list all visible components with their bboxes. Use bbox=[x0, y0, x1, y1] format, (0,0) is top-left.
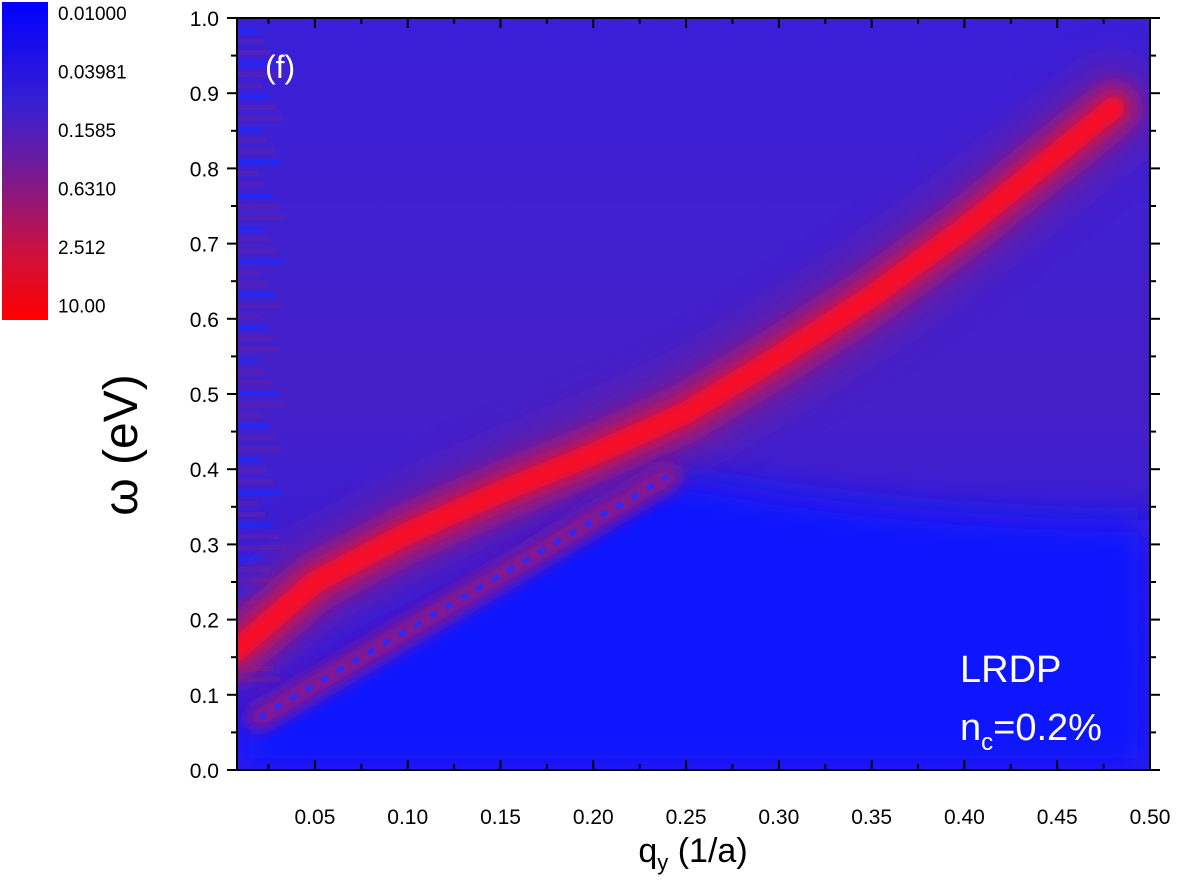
colorbar-label: 2.512 bbox=[58, 238, 106, 259]
x-axis: 0.05 0.10 0.15 0.20 0.25 0.30 0.35 0.40 0.45 0.50 bbox=[267, 18, 1171, 829]
y-axis: 0.0 0.1 0.2 0.3 0.4 0.5 0.6 0.7 0.8 0.9 1.0 bbox=[190, 8, 1160, 783]
y-tick-label: 0.4 bbox=[190, 459, 220, 482]
y-tick-label: 0.8 bbox=[190, 158, 219, 181]
x-tick-label: 0.05 bbox=[295, 806, 336, 829]
noise-streak bbox=[237, 160, 281, 165]
y-tick-label: 0.5 bbox=[190, 384, 219, 407]
noise-streak bbox=[237, 204, 279, 209]
noise-streak bbox=[237, 380, 271, 385]
noise-streak bbox=[237, 281, 268, 286]
noise-streak bbox=[237, 534, 279, 539]
colorbar-gradient bbox=[2, 2, 48, 320]
colorbar: 0.01000 0.03981 0.1585 0.6310 2.512 10.00 bbox=[2, 2, 127, 320]
noise-streak bbox=[237, 402, 285, 407]
noise-streak bbox=[237, 83, 262, 88]
noise-streak bbox=[237, 270, 261, 275]
x-axis-title: qy (1/a) bbox=[638, 832, 747, 875]
noise-streak bbox=[237, 457, 260, 462]
noise-streak bbox=[237, 413, 262, 418]
noise-streak bbox=[237, 490, 281, 495]
colorbar-label: 0.03981 bbox=[58, 63, 127, 84]
noise-streak bbox=[237, 248, 277, 253]
y-tick-label: 0.3 bbox=[190, 534, 219, 557]
y-axis-title: ω (eV) bbox=[95, 374, 148, 516]
colorbar-label: 0.6310 bbox=[58, 180, 116, 201]
noise-streak bbox=[237, 391, 278, 396]
noise-streak bbox=[237, 171, 258, 176]
noise-streak bbox=[237, 303, 282, 308]
y-tick-label: 0.6 bbox=[190, 309, 219, 332]
noise-streak bbox=[237, 149, 274, 154]
y-tick-label: 1.0 bbox=[190, 8, 219, 31]
x-tick-label: 0.15 bbox=[480, 806, 521, 829]
main-mode-line-2 bbox=[237, 97, 1124, 661]
noise-streak bbox=[237, 479, 274, 484]
noise-streak bbox=[237, 138, 267, 143]
lower-branch-band bbox=[246, 463, 681, 731]
noise-streak bbox=[237, 512, 265, 517]
annotation-model: LRDP bbox=[960, 649, 1061, 691]
noise-streak bbox=[237, 358, 257, 363]
noise-streak bbox=[237, 61, 278, 66]
colorbar-label: 0.01000 bbox=[58, 4, 127, 25]
y-tick-label: 0.2 bbox=[190, 610, 219, 633]
y-tick-label: 0.1 bbox=[190, 685, 219, 708]
annotation-concentration: nc=0.2% bbox=[960, 707, 1102, 756]
x-tick-label: 0.25 bbox=[666, 806, 707, 829]
colorbar-label: 10.00 bbox=[58, 297, 106, 318]
noise-streak bbox=[237, 182, 265, 187]
noise-streak bbox=[237, 39, 264, 44]
y-tick-label: 0.0 bbox=[190, 760, 219, 783]
main-mode-band bbox=[237, 63, 1150, 695]
noise-streak bbox=[237, 446, 283, 451]
noise-streak bbox=[237, 127, 260, 132]
noise-streak bbox=[237, 314, 259, 319]
noise-streak bbox=[237, 259, 284, 264]
noise-streak bbox=[237, 523, 272, 528]
noise-streak bbox=[237, 237, 270, 242]
noise-streak bbox=[237, 28, 257, 33]
x-tick-label: 0.50 bbox=[1130, 806, 1171, 829]
noise-streak bbox=[237, 347, 280, 352]
x-tick-label: 0.20 bbox=[573, 806, 614, 829]
noise-streak bbox=[237, 72, 285, 77]
noise-streak bbox=[237, 116, 283, 121]
noise-streak bbox=[237, 556, 263, 561]
x-tick-label: 0.40 bbox=[944, 806, 985, 829]
plot-area bbox=[237, 18, 1150, 770]
noise-streak bbox=[237, 545, 286, 550]
noise-streak bbox=[237, 567, 270, 572]
noise-streak bbox=[237, 105, 276, 110]
noise-streak bbox=[237, 369, 264, 374]
noise-streak bbox=[237, 215, 286, 220]
noise-streak bbox=[237, 424, 269, 429]
y-tick-label: 0.9 bbox=[190, 83, 219, 106]
x-tick-label: 0.10 bbox=[387, 806, 428, 829]
noise-streak bbox=[237, 94, 269, 99]
x-tick-label: 0.45 bbox=[1037, 806, 1078, 829]
noise-streak bbox=[237, 193, 272, 198]
low-intensity-region bbox=[237, 470, 1150, 770]
noise-streak bbox=[237, 501, 258, 506]
panel-label: (f) bbox=[265, 49, 295, 85]
noise-streak bbox=[237, 325, 266, 330]
x-tick-label: 0.30 bbox=[758, 806, 799, 829]
x-tick-label: 0.35 bbox=[851, 806, 892, 829]
noise-streak bbox=[237, 435, 276, 440]
y-tick-label: 0.7 bbox=[190, 234, 219, 257]
noise-streak bbox=[237, 292, 275, 297]
lower-branch-dashes bbox=[257, 474, 669, 720]
noise-streak bbox=[237, 336, 273, 341]
noise-streak bbox=[237, 468, 267, 473]
colorbar-label: 0.1585 bbox=[58, 121, 116, 142]
noise-streak bbox=[237, 226, 263, 231]
noise-streak bbox=[237, 50, 271, 55]
